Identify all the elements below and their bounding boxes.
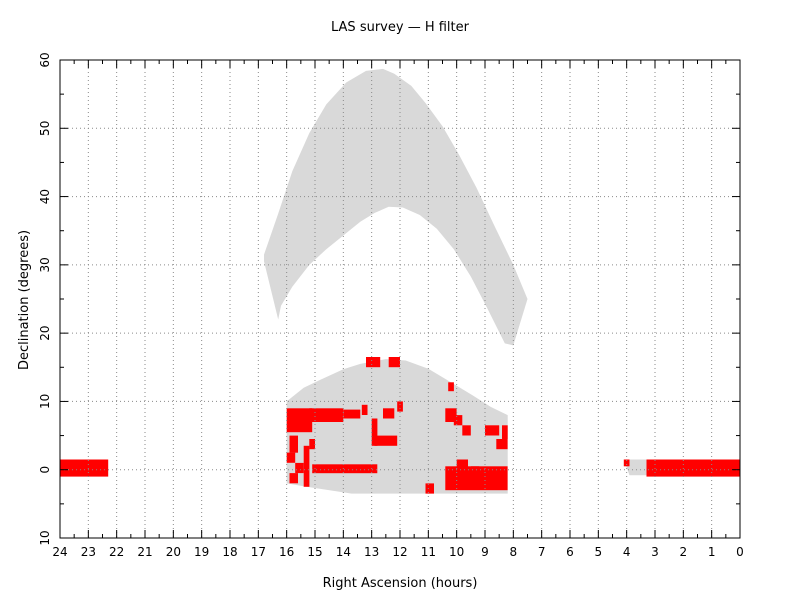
x-tick-label-15: 9 [481, 545, 489, 559]
x-tick-label-21: 3 [651, 545, 659, 559]
observed-block-7 [349, 464, 378, 474]
x-tick-label-10: 14 [336, 545, 351, 559]
x-tick-label-19: 5 [595, 545, 603, 559]
observed-block-8 [371, 418, 378, 446]
y-tick-label-6: 50 [38, 121, 52, 136]
observed-block-10 [383, 408, 395, 419]
observed-blocks [60, 357, 740, 494]
x-tick-label-7: 17 [251, 545, 266, 559]
x-tick-label-8: 16 [279, 545, 294, 559]
observed-block-14 [289, 435, 298, 453]
x-tick-label-5: 19 [194, 545, 209, 559]
x-tick-label-13: 11 [421, 545, 436, 559]
y-tick-label-0: 10 [38, 530, 52, 545]
planned-region-0 [264, 68, 528, 346]
y-tick-label-3: 20 [38, 325, 52, 340]
x-tick-label-22: 2 [680, 545, 688, 559]
planned-region-1 [286, 359, 508, 494]
y-tick-label-4: 30 [38, 257, 52, 272]
plot-frame [59, 59, 741, 539]
observed-block-3 [286, 408, 313, 433]
tick-labels: 24 23 22 21 20 19 18 17 16 15 14 13 12 11 10 9 8 7 6 5 4 3 2 1 0… [38, 52, 744, 559]
y-tick-label-7: 60 [38, 52, 52, 67]
observed-block-15 [286, 452, 296, 463]
observed-block-23 [445, 408, 457, 422]
y-tick-label-1: 0 [38, 466, 52, 474]
x-tick-label-2: 22 [109, 545, 124, 559]
observed-block-22 [448, 382, 454, 392]
observed-block-6 [361, 404, 368, 415]
observed-block-30 [470, 466, 480, 487]
observed-block-13 [388, 357, 400, 368]
x-tick-label-4: 20 [166, 545, 181, 559]
observed-block-20 [289, 473, 298, 484]
x-axis-label: Right Ascension (hours) [323, 576, 478, 591]
observed-block-16 [295, 462, 304, 474]
x-tick-label-9: 15 [307, 545, 322, 559]
observed-block-9 [374, 435, 398, 446]
x-tick-label-6: 18 [222, 545, 237, 559]
y-axis-label: Declination (degrees) [17, 230, 32, 370]
observed-block-18 [309, 439, 315, 450]
observed-block-25 [462, 425, 471, 436]
x-tick-label-20: 4 [623, 545, 631, 559]
x-tick-label-14: 10 [449, 545, 464, 559]
x-tick-label-18: 6 [566, 545, 574, 559]
chart-title: LAS survey — H filter [331, 20, 470, 35]
observed-block-5 [343, 409, 361, 419]
x-tick-label-1: 23 [81, 545, 96, 559]
y-tick-label-5: 40 [38, 189, 52, 204]
x-tick-label-23: 1 [708, 545, 716, 559]
observed-block-29 [456, 459, 468, 470]
observed-block-19 [312, 464, 349, 474]
observed-block-4 [309, 408, 344, 422]
x-tick-label-3: 21 [137, 545, 152, 559]
x-tick-label-24: 0 [736, 545, 744, 559]
observed-block-12 [366, 357, 381, 368]
observed-block-1 [646, 459, 740, 477]
observed-block-11 [397, 401, 403, 412]
grid [60, 60, 740, 538]
observed-block-24 [453, 415, 463, 426]
observed-block-31 [496, 439, 508, 450]
observed-block-27 [502, 425, 508, 439]
x-tick-label-12: 12 [392, 545, 407, 559]
x-tick-label-0: 24 [52, 545, 67, 559]
x-tick-label-17: 7 [538, 545, 546, 559]
observed-block-21 [425, 483, 434, 494]
x-tick-label-16: 8 [510, 545, 518, 559]
x-tick-label-11: 13 [364, 545, 379, 559]
observed-block-17 [303, 445, 310, 487]
observed-block-0 [60, 459, 109, 477]
observed-block-2 [623, 459, 630, 467]
observed-block-26 [485, 425, 500, 436]
y-tick-label-2: 10 [38, 394, 52, 409]
